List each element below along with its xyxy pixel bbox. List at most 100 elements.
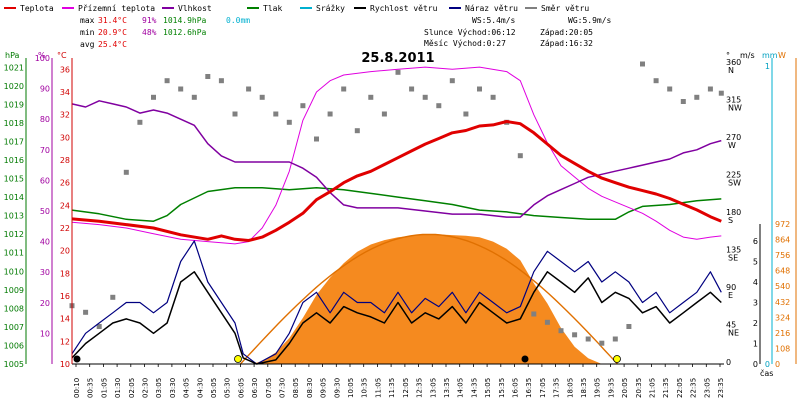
wind-tick-label: 3 (753, 299, 758, 308)
x-ticks-layer: 00:10 00:35 01:05 01:30 02:05 02:30 03:05 03:30… (73, 364, 725, 398)
x-tick-label: 04:30 (196, 378, 204, 398)
wind-direction-point (694, 94, 700, 100)
legend-item: Srážky (300, 4, 345, 13)
info-wg: WG:5.9m/s (568, 16, 612, 25)
x-axis-label: čas (760, 368, 773, 378)
x-tick-label: 00:10 (73, 378, 81, 398)
stats-max-press: 1014.9hPa (163, 16, 207, 25)
pressure-tick-label: 1019 (4, 100, 24, 109)
wind-direction-point (218, 78, 224, 84)
wind-direction-point (449, 78, 455, 84)
direction-compass-label: NW (728, 104, 742, 113)
x-tick-label: 11:05 (374, 378, 382, 398)
stats-block: max 31.4°C 91% 1014.9hPa 0.0mm min 20.9°… (80, 16, 612, 49)
legend-label: Teplota (20, 4, 54, 13)
legend: Teplota Přízemní teplota Vlhkost Tlak Srážky… (4, 4, 589, 13)
pressure-line (71, 187, 722, 222)
x-tick-label: 07:30 (279, 378, 287, 398)
solar-tick-label: 216 (775, 329, 790, 338)
wind-direction-point (164, 78, 170, 84)
wind-direction-point (477, 86, 482, 92)
wind-gust-line (71, 240, 722, 365)
temperature-tick-label: 32 (60, 111, 70, 120)
humidity-tick-label: 30 (40, 268, 50, 277)
axes-layer: 1005100610071008100910101011101210131014… (4, 54, 797, 369)
wind-direction-point (517, 153, 523, 159)
x-tick-label: 09:30 (333, 378, 341, 398)
x-tick-label: 07:05 (265, 378, 273, 398)
humidity-tick-label: 100 (35, 54, 50, 63)
x-tick-label: 03:30 (169, 378, 177, 398)
x-tick-label: 16:35 (525, 378, 533, 398)
wind-direction-point (409, 86, 415, 92)
x-tick-label: 04:05 (183, 378, 191, 398)
x-tick-label: 17:35 (553, 378, 561, 398)
temperature-tick-label: 10 (60, 360, 70, 369)
humidity-line (71, 100, 722, 218)
direction-tick-label: 0 (726, 358, 731, 367)
wind-direction-point (667, 86, 673, 92)
solar-tick-label: 324 (775, 313, 790, 322)
wind-direction-point (626, 324, 632, 329)
wind-direction-point (246, 86, 252, 92)
event-markers (73, 355, 621, 363)
wind-direction-point (680, 99, 686, 104)
wind-direction-point (191, 94, 197, 100)
ground-temperature-line (71, 66, 722, 245)
x-tick-label: 05:30 (224, 378, 232, 398)
wind-direction-point (585, 336, 591, 342)
wind-direction-point (354, 128, 360, 134)
legend-label: Tlak (263, 4, 282, 13)
temperature-tick-label: 20 (60, 247, 70, 256)
x-tick-label: 10:05 (347, 378, 355, 398)
temperature-tick-label: 26 (60, 179, 70, 188)
direction-compass-label: SW (728, 179, 741, 188)
x-tick-label: 22:05 (676, 378, 684, 398)
pressure-tick-label: 1014 (4, 193, 24, 202)
x-tick-label: 15:35 (498, 378, 506, 398)
series-lines-layer (71, 66, 722, 365)
wind-direction-point (205, 74, 211, 79)
x-tick-label: 02:30 (142, 378, 150, 398)
x-tick-label: 19:35 (607, 378, 615, 398)
temperature-tick-label: 18 (60, 269, 70, 278)
humidity-tick-label: 90 (40, 85, 50, 94)
direction-tick-label: 315 (726, 96, 741, 105)
humidity-tick-label: 50 (40, 207, 50, 216)
x-tick-label: 05:05 (210, 378, 218, 398)
wind-direction-point (599, 340, 605, 346)
pressure-tick-label: 1007 (4, 323, 24, 332)
wind-direction-point (463, 111, 469, 117)
solar-tick-label: 0 (775, 360, 780, 369)
direction-compass-label: N (728, 66, 734, 75)
x-tick-label: 06:30 (251, 378, 259, 398)
wind-direction-point (286, 119, 292, 125)
solar-tick-label: 540 (775, 282, 790, 291)
wind-direction-point (707, 86, 713, 92)
wind-tick-label: 5 (753, 258, 758, 267)
chart-title: 25.8.2011 (361, 51, 434, 66)
solar-tick-label: 864 (775, 236, 790, 245)
temperature-tick-label: 36 (60, 65, 70, 74)
wind-direction-point (300, 103, 306, 109)
legend-label: Srážky (316, 4, 345, 13)
wind-direction-point (490, 94, 496, 100)
wind-direction-point (110, 294, 116, 300)
x-tick-label: 11:35 (388, 378, 396, 398)
temperature-tick-label: 14 (60, 315, 70, 324)
wind-speed-line (71, 271, 722, 365)
x-tick-label: 23:05 (703, 378, 711, 398)
x-tick-label: 10:35 (361, 378, 369, 398)
stats-min-press: 1012.6hPa (163, 28, 207, 37)
pressure-tick-label: 1008 (4, 304, 24, 313)
humidity-axis-title: % (38, 51, 46, 60)
wind-direction-point (381, 111, 387, 117)
stats-min-label: min (80, 28, 95, 37)
x-tick-label: 22:35 (690, 378, 698, 398)
x-tick-label: 09:05 (320, 378, 328, 398)
direction-compass-label: NE (728, 329, 739, 338)
stats-avg-label: avg (80, 40, 95, 49)
direction-tick-label: 180 (726, 208, 741, 217)
info-sun: Slunce Východ:06:12 (424, 28, 516, 37)
temperature-tick-label: 28 (60, 156, 70, 165)
